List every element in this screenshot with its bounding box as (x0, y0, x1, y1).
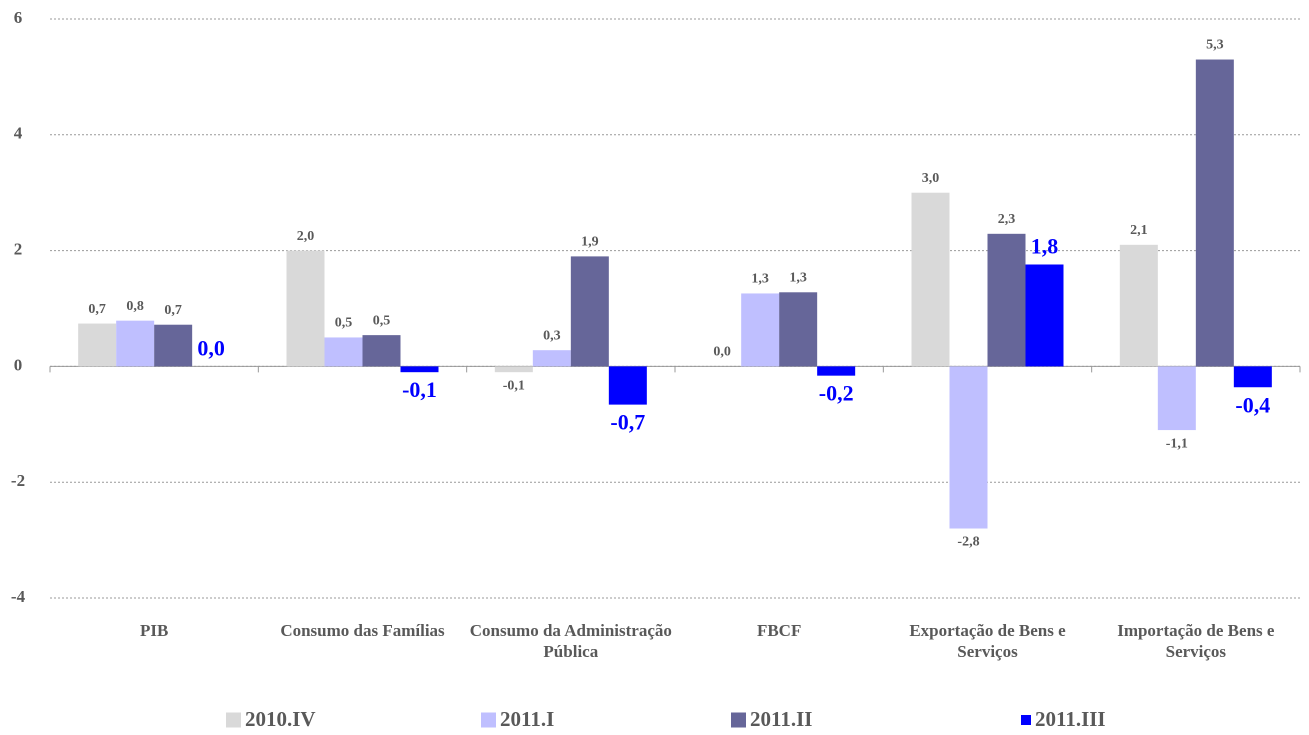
bar (400, 366, 439, 373)
y-tick-label: 4 (14, 124, 23, 143)
data-label: 0,0 (197, 335, 225, 360)
data-label: -0,2 (819, 381, 854, 406)
data-label: 2,0 (297, 229, 315, 244)
bar (817, 366, 856, 376)
legend-swatch (1021, 715, 1031, 725)
bar (1157, 366, 1196, 431)
data-label: 0,5 (373, 313, 391, 328)
bar (1119, 244, 1158, 367)
data-label: 1,3 (751, 272, 769, 287)
data-label: 0,3 (543, 328, 561, 343)
data-label: -0,1 (402, 377, 437, 402)
legend-swatch (226, 712, 241, 728)
data-label: 0,0 (713, 345, 731, 360)
x-tick-label: Consumo da Administração Pública (469, 621, 672, 661)
bar (608, 366, 647, 405)
data-label: -0,1 (503, 378, 525, 393)
data-label: 2,1 (1130, 223, 1148, 238)
bar (1025, 264, 1064, 367)
data-label: 2,3 (998, 212, 1016, 227)
bar (987, 233, 1026, 367)
bar (911, 192, 950, 367)
legend-swatch (731, 712, 746, 728)
bar (286, 250, 325, 367)
x-tick-label: FBCF (756, 621, 802, 640)
bar (78, 323, 117, 367)
x-tick-label: Importação de Bens e Serviços (1117, 621, 1275, 661)
data-label: 0,5 (335, 316, 353, 331)
bar (741, 293, 780, 367)
legend-label: 2010.IV (245, 707, 316, 731)
data-label: -1,1 (1166, 436, 1188, 451)
legend-label: 2011.II (750, 707, 812, 731)
bar (779, 292, 818, 367)
legend-label: 2011.I (500, 707, 554, 731)
legend-label: 2011.III (1035, 707, 1106, 731)
y-tick-label: 0 (14, 355, 23, 374)
bar (570, 256, 609, 367)
bar (1233, 366, 1272, 388)
bar (362, 335, 401, 367)
x-tick-label: Consumo das Famílias (280, 621, 445, 640)
data-label: 5,3 (1206, 38, 1224, 53)
data-label: 0,7 (88, 302, 106, 317)
y-tick-label: -4 (11, 587, 26, 606)
y-tick-label: 6 (14, 8, 23, 27)
bar (494, 366, 533, 373)
data-label: 0,7 (164, 303, 182, 318)
y-tick-label: -2 (11, 471, 25, 490)
data-label: 1,3 (789, 271, 807, 286)
data-label: 1,9 (581, 235, 599, 250)
bar (1195, 59, 1234, 367)
bar (324, 337, 363, 367)
legend-swatch (481, 712, 496, 728)
data-label: -0,7 (610, 410, 645, 435)
bar (154, 324, 193, 367)
data-label: 3,0 (922, 171, 940, 186)
data-label: 1,8 (1031, 234, 1059, 259)
x-tick-label: PIB (139, 621, 169, 640)
data-label: -0,4 (1235, 392, 1270, 417)
bar (949, 366, 988, 529)
x-tick-label: Exportação de Bens e Serviços (909, 621, 1066, 661)
bar (532, 350, 571, 367)
data-label: 0,8 (126, 299, 144, 314)
bar (116, 320, 155, 367)
data-label: -2,8 (957, 535, 979, 550)
y-tick-label: 2 (14, 240, 23, 259)
